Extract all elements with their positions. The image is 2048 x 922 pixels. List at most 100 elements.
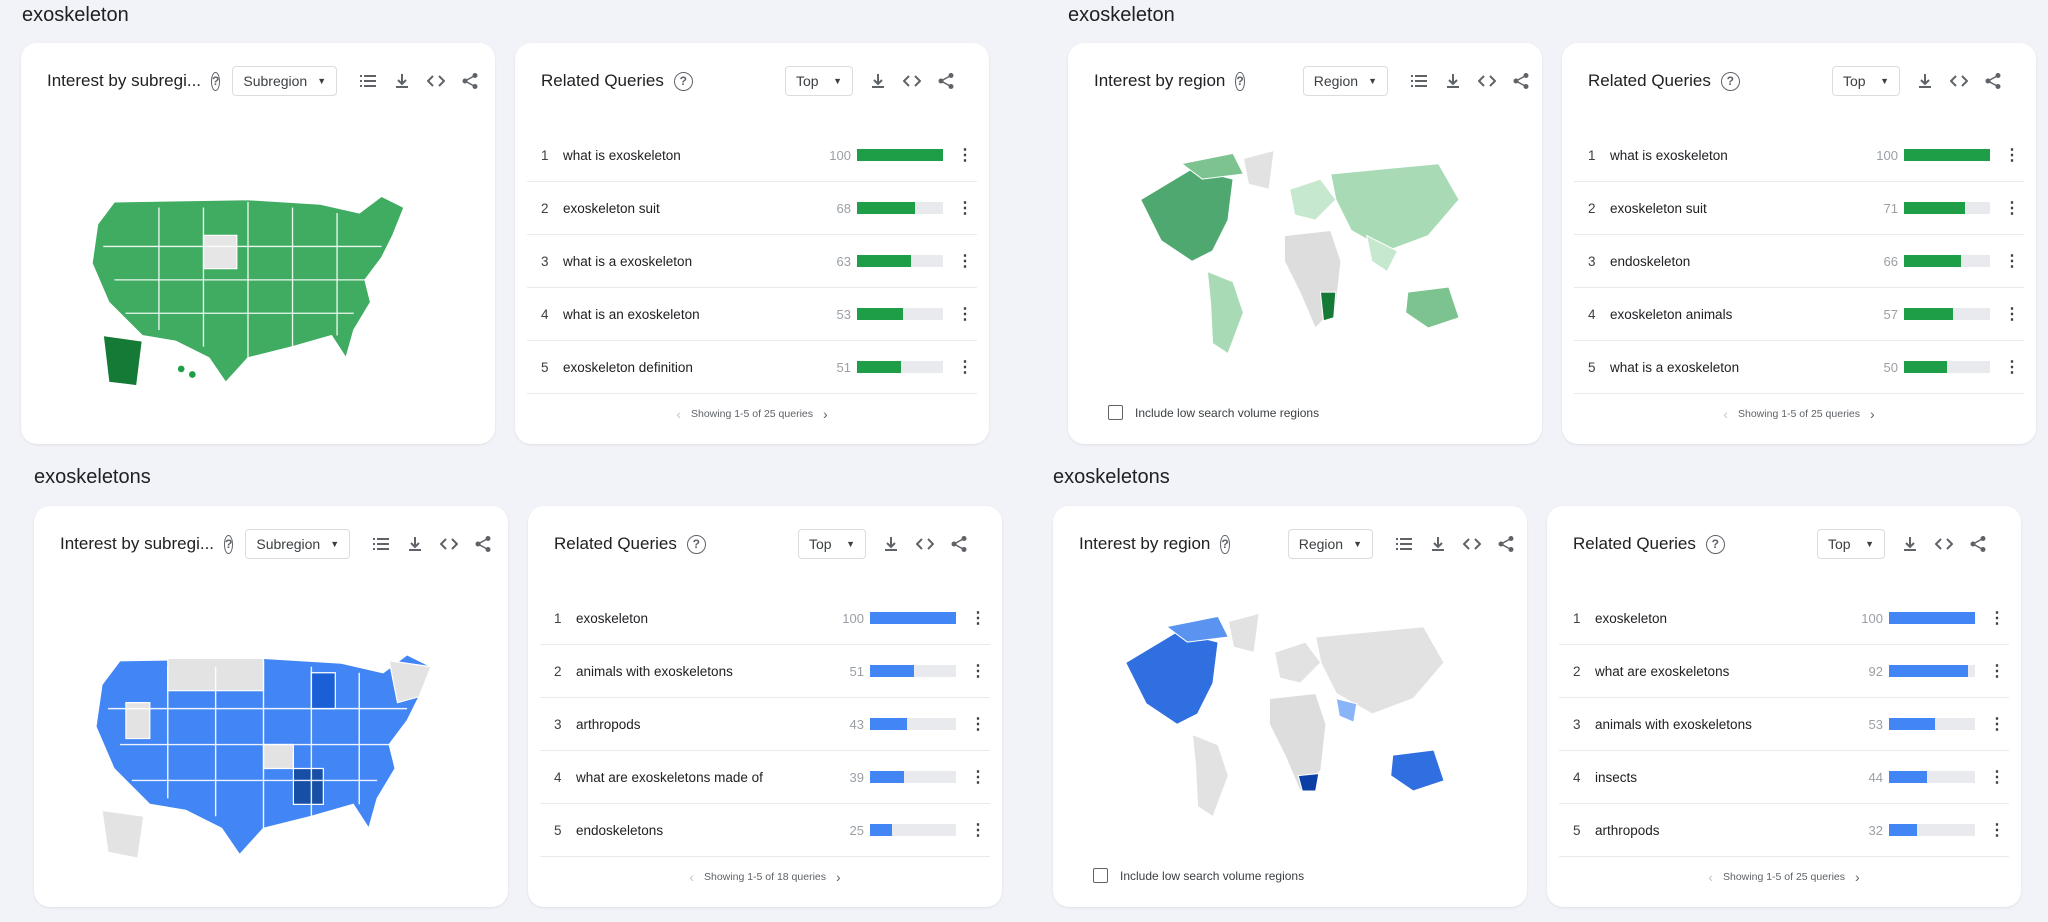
prev-page-icon[interactable]: ‹	[689, 869, 694, 885]
share-icon[interactable]	[929, 67, 963, 95]
low-volume-toggle[interactable]: Include low search volume regions	[1093, 868, 1304, 883]
download-icon[interactable]	[874, 530, 908, 558]
list-item[interactable]: 4 what are exoskeletons made of 39 ⋮	[540, 751, 990, 804]
list-item[interactable]: 1 what is exoskeleton 100 ⋮	[1574, 129, 2024, 182]
list-item[interactable]: 2 animals with exoskeletons 51 ⋮	[540, 645, 990, 698]
more-vert-icon[interactable]: ⋮	[2004, 253, 2020, 270]
more-vert-icon[interactable]: ⋮	[957, 306, 973, 323]
query-text[interactable]: exoskeleton animals	[1610, 306, 1733, 322]
embed-code-icon[interactable]	[1927, 530, 1961, 558]
help-icon[interactable]: ?	[1720, 71, 1740, 91]
list-view-icon[interactable]	[364, 530, 398, 558]
download-icon[interactable]	[861, 67, 895, 95]
more-vert-icon[interactable]: ⋮	[970, 769, 986, 786]
share-icon[interactable]	[1976, 67, 2010, 95]
embed-code-icon[interactable]	[1470, 67, 1504, 95]
region-dropdown[interactable]: Region ▼	[1302, 66, 1388, 96]
query-text[interactable]: what are exoskeletons made of	[576, 769, 763, 785]
prev-page-icon[interactable]: ‹	[676, 406, 681, 422]
sort-dropdown[interactable]: Top ▼	[1817, 529, 1885, 559]
download-icon[interactable]	[1421, 530, 1455, 558]
query-text[interactable]: what is exoskeleton	[1610, 147, 1728, 163]
more-vert-icon[interactable]: ⋮	[1989, 663, 2005, 680]
next-page-icon[interactable]: ›	[1870, 406, 1875, 422]
help-icon[interactable]: ?	[1220, 534, 1230, 554]
list-item[interactable]: 4 exoskeleton animals 57 ⋮	[1574, 288, 2024, 341]
share-icon[interactable]	[942, 530, 976, 558]
more-vert-icon[interactable]: ⋮	[970, 610, 986, 627]
sort-dropdown[interactable]: Top ▼	[798, 529, 866, 559]
embed-code-icon[interactable]	[419, 67, 453, 95]
query-text[interactable]: what is a exoskeleton	[563, 253, 693, 269]
download-icon[interactable]	[1908, 67, 1942, 95]
list-item[interactable]: 2 exoskeleton suit 71 ⋮	[1574, 182, 2024, 235]
us-map[interactable]	[81, 178, 415, 404]
more-vert-icon[interactable]: ⋮	[2004, 306, 2020, 323]
embed-code-icon[interactable]	[1942, 67, 1976, 95]
query-text[interactable]: exoskeleton	[576, 610, 649, 626]
low-volume-toggle[interactable]: Include low search volume regions	[1108, 405, 1319, 420]
more-vert-icon[interactable]: ⋮	[1989, 769, 2005, 786]
region-dropdown[interactable]: Region ▼	[1287, 529, 1373, 559]
us-map[interactable]	[84, 646, 443, 867]
list-item[interactable]: 1 exoskeleton 100 ⋮	[1559, 592, 2009, 645]
embed-code-icon[interactable]	[908, 530, 942, 558]
query-text[interactable]: what is a exoskeleton	[1610, 359, 1740, 375]
more-vert-icon[interactable]: ⋮	[957, 359, 973, 376]
query-text[interactable]: arthropods	[1595, 822, 1660, 838]
list-item[interactable]: 1 exoskeleton 100 ⋮	[540, 592, 990, 645]
list-view-icon[interactable]	[1402, 67, 1436, 95]
more-vert-icon[interactable]: ⋮	[1989, 822, 2005, 839]
share-icon[interactable]	[453, 67, 487, 95]
more-vert-icon[interactable]: ⋮	[2004, 200, 2020, 217]
list-item[interactable]: 3 arthropods 43 ⋮	[540, 698, 990, 751]
query-text[interactable]: what is an exoskeleton	[563, 306, 700, 322]
sort-dropdown[interactable]: Top ▼	[785, 66, 853, 96]
more-vert-icon[interactable]: ⋮	[970, 822, 986, 839]
more-vert-icon[interactable]: ⋮	[1989, 716, 2005, 733]
more-vert-icon[interactable]: ⋮	[970, 663, 986, 680]
list-item[interactable]: 3 what is a exoskeleton 63 ⋮	[527, 235, 977, 288]
query-text[interactable]: exoskeleton suit	[1610, 200, 1707, 216]
query-text[interactable]: exoskeleton definition	[563, 359, 693, 375]
download-icon[interactable]	[1893, 530, 1927, 558]
list-item[interactable]: 5 exoskeleton definition 51 ⋮	[527, 341, 977, 394]
query-text[interactable]: endoskeleton	[1610, 253, 1691, 269]
list-item[interactable]: 3 animals with exoskeletons 53 ⋮	[1559, 698, 2009, 751]
more-vert-icon[interactable]: ⋮	[957, 200, 973, 217]
world-map[interactable]	[1113, 601, 1467, 827]
query-text[interactable]: arthropods	[576, 716, 641, 732]
query-text[interactable]: what is exoskeleton	[563, 147, 681, 163]
download-icon[interactable]	[385, 67, 419, 95]
checkbox[interactable]	[1108, 405, 1123, 420]
help-icon[interactable]: ?	[1235, 71, 1245, 91]
embed-code-icon[interactable]	[895, 67, 929, 95]
next-page-icon[interactable]: ›	[823, 406, 828, 422]
help-icon[interactable]: ?	[1705, 534, 1725, 554]
next-page-icon[interactable]: ›	[836, 869, 841, 885]
prev-page-icon[interactable]: ‹	[1708, 869, 1713, 885]
help-icon[interactable]: ?	[686, 534, 706, 554]
help-icon[interactable]: ?	[673, 71, 693, 91]
more-vert-icon[interactable]: ⋮	[2004, 359, 2020, 376]
list-item[interactable]: 5 arthropods 32 ⋮	[1559, 804, 2009, 857]
share-icon[interactable]	[1961, 530, 1995, 558]
help-icon[interactable]: ?	[211, 71, 221, 91]
download-icon[interactable]	[1436, 67, 1470, 95]
share-icon[interactable]	[1489, 530, 1523, 558]
more-vert-icon[interactable]: ⋮	[957, 147, 973, 164]
embed-code-icon[interactable]	[432, 530, 466, 558]
query-text[interactable]: endoskeletons	[576, 822, 664, 838]
list-item[interactable]: 4 insects 44 ⋮	[1559, 751, 2009, 804]
embed-code-icon[interactable]	[1455, 530, 1489, 558]
query-text[interactable]: exoskeleton	[1595, 610, 1668, 626]
next-page-icon[interactable]: ›	[1855, 869, 1860, 885]
list-item[interactable]: 2 what are exoskeletons 92 ⋮	[1559, 645, 2009, 698]
share-icon[interactable]	[466, 530, 500, 558]
query-text[interactable]: exoskeleton suit	[563, 200, 660, 216]
more-vert-icon[interactable]: ⋮	[1989, 610, 2005, 627]
checkbox[interactable]	[1093, 868, 1108, 883]
list-item[interactable]: 2 exoskeleton suit 68 ⋮	[527, 182, 977, 235]
list-item[interactable]: 5 what is a exoskeleton 50 ⋮	[1574, 341, 2024, 394]
world-map[interactable]	[1128, 138, 1482, 364]
